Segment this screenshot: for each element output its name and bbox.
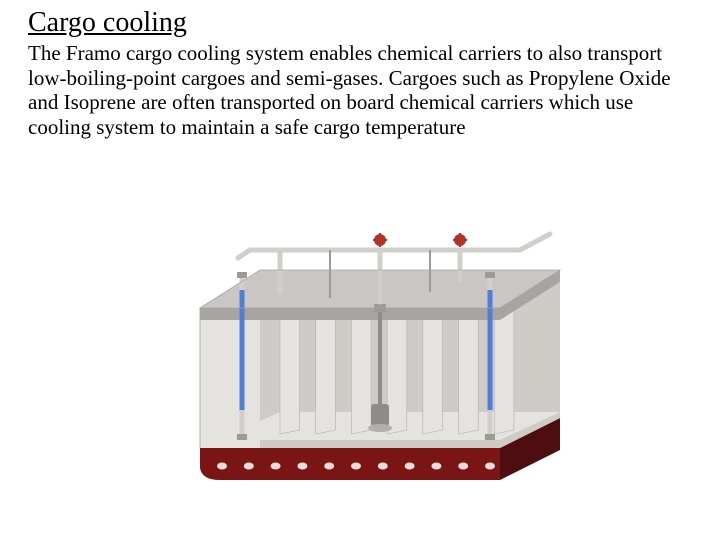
body-paragraph: The Framo cargo cooling system enables c… — [28, 41, 688, 140]
cargo-cooling-diagram — [130, 180, 590, 510]
page-title: Cargo cooling — [28, 8, 692, 39]
figure-container — [0, 180, 720, 510]
page-root: Cargo cooling The Framo cargo cooling sy… — [0, 0, 720, 540]
